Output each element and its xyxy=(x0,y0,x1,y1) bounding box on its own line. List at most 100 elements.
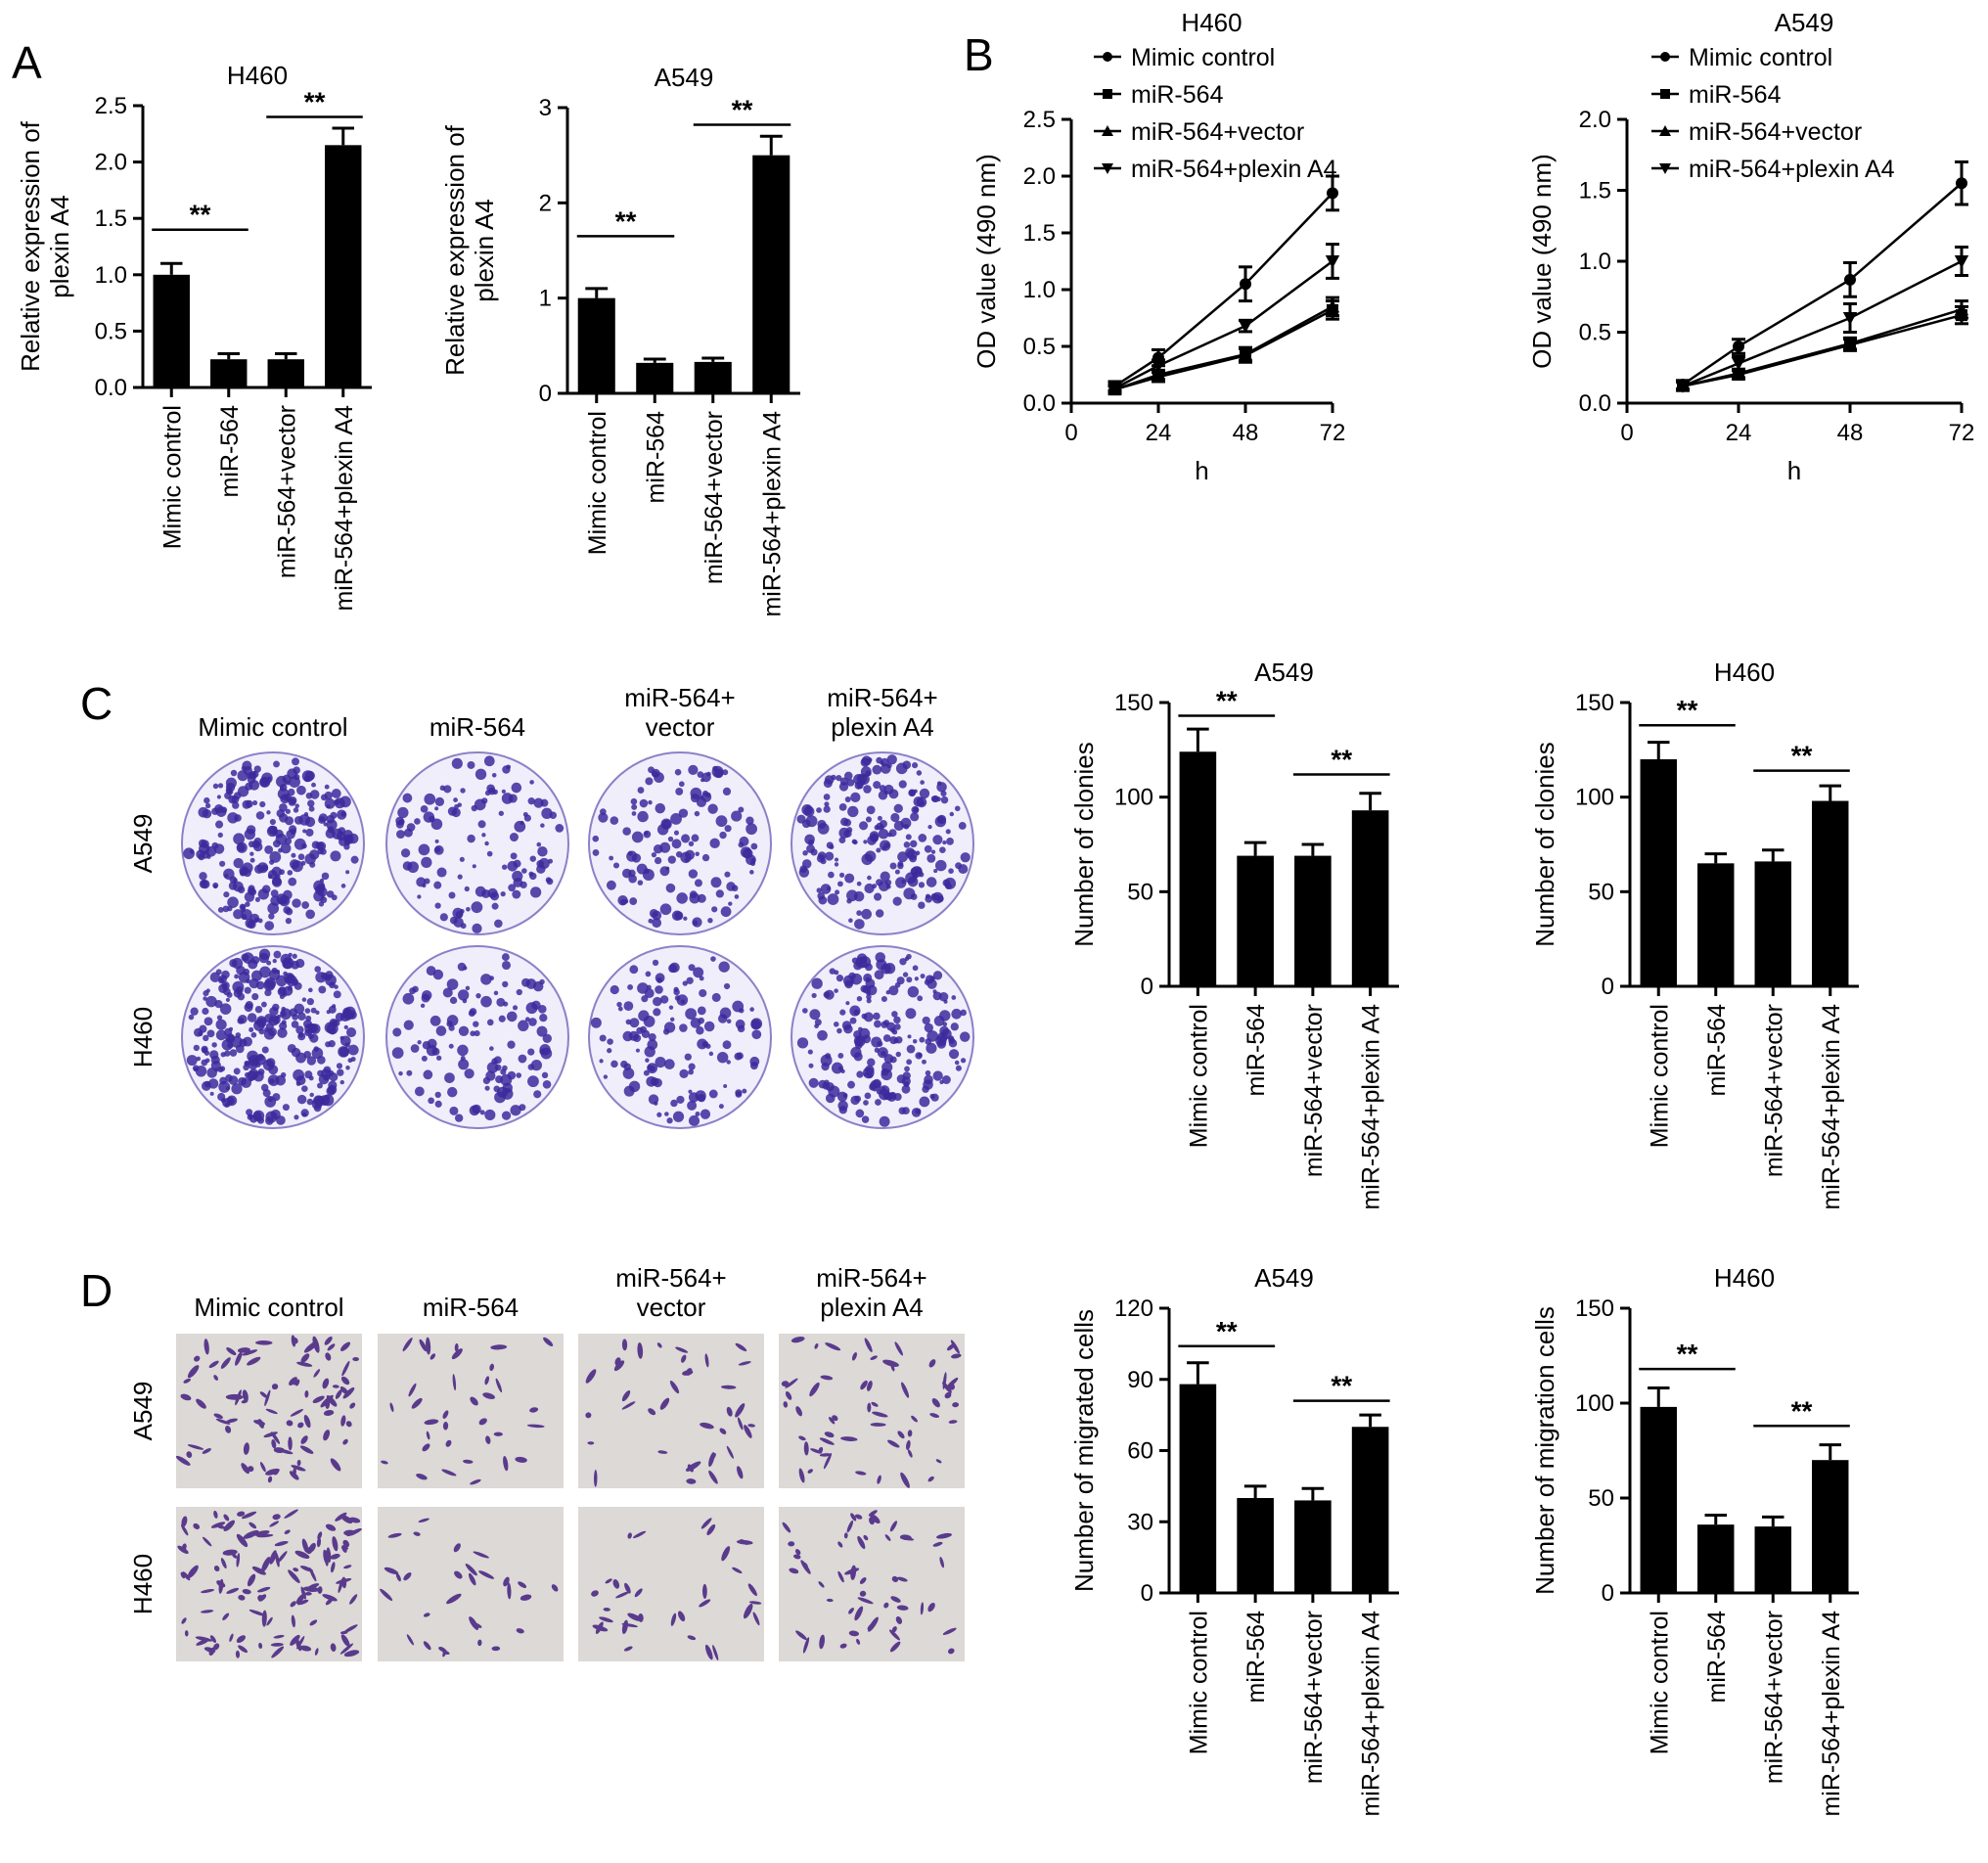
colony xyxy=(205,995,217,1008)
colony xyxy=(895,1051,901,1058)
migrated-cell xyxy=(887,1439,900,1448)
colony xyxy=(240,904,246,909)
colony xyxy=(918,882,926,888)
colony xyxy=(653,996,662,1007)
colony xyxy=(857,1026,863,1032)
colony xyxy=(720,906,732,918)
colony xyxy=(919,1036,926,1043)
colony xyxy=(472,864,476,869)
migrated-cell xyxy=(710,1453,716,1461)
colony xyxy=(851,839,857,844)
colony xyxy=(648,918,654,924)
legend-label: Mimic control xyxy=(1131,44,1275,71)
migrated-cell xyxy=(349,1402,356,1409)
migrated-cell xyxy=(726,1406,733,1417)
colony xyxy=(701,853,710,862)
y-tick-label: 150 xyxy=(1575,1295,1614,1322)
colony xyxy=(540,823,545,828)
colony xyxy=(421,993,430,1003)
migrated-cell xyxy=(677,1611,686,1622)
colony xyxy=(213,884,218,889)
colony xyxy=(273,950,282,959)
migrated-cell xyxy=(863,1534,869,1541)
colony xyxy=(837,1053,844,1059)
colony xyxy=(627,983,634,990)
migrated-cell xyxy=(263,1431,278,1438)
colony xyxy=(241,765,247,771)
migrated-cell xyxy=(889,1521,897,1532)
colony xyxy=(421,856,432,869)
colony xyxy=(267,902,280,915)
colony xyxy=(396,830,405,840)
colony-plate xyxy=(588,945,772,1129)
colony xyxy=(917,995,924,1002)
migrated-cell xyxy=(323,1409,335,1416)
colony xyxy=(313,1046,319,1052)
bar xyxy=(1294,855,1332,986)
migrated-cell xyxy=(871,1401,879,1407)
colony xyxy=(475,992,481,999)
colony xyxy=(723,1083,728,1088)
colony xyxy=(434,902,441,909)
migrated-cell xyxy=(478,1418,487,1426)
colony xyxy=(682,980,688,986)
colony xyxy=(523,814,531,822)
migrated-cell xyxy=(872,1411,888,1418)
migrated-cell xyxy=(850,1565,857,1580)
migrated-cell xyxy=(870,1355,878,1360)
migrated-cell xyxy=(266,1616,273,1626)
migrated-cell xyxy=(422,1443,430,1452)
migrated-cell xyxy=(202,1448,211,1454)
migrated-cell xyxy=(203,1536,212,1547)
migrated-cell xyxy=(299,1645,312,1652)
colony xyxy=(458,1059,470,1070)
colony xyxy=(464,886,470,892)
migrated-cell xyxy=(288,1436,293,1451)
significance-label: ** xyxy=(1791,741,1813,771)
colony xyxy=(911,805,920,814)
migration-field xyxy=(176,1507,362,1661)
colony xyxy=(225,997,231,1003)
migrated-cell xyxy=(897,1431,905,1439)
colony xyxy=(350,1056,356,1063)
colony xyxy=(859,780,866,786)
colony xyxy=(201,1059,208,1067)
colony xyxy=(201,1081,211,1091)
colony xyxy=(254,1020,259,1025)
colony xyxy=(245,799,253,808)
migrated-cell xyxy=(932,1541,943,1547)
colony xyxy=(507,1040,516,1049)
colony xyxy=(746,823,757,836)
chart-title: A549 xyxy=(1254,658,1314,687)
migrated-cell xyxy=(634,1588,643,1598)
colony xyxy=(942,841,947,845)
colony xyxy=(886,754,897,765)
colony xyxy=(542,1033,553,1044)
chart-title: H460 xyxy=(227,61,288,90)
colony xyxy=(446,1015,459,1026)
colony xyxy=(280,794,291,804)
migrated-cell xyxy=(585,1369,597,1384)
migrated-cell xyxy=(215,1418,231,1425)
migrated-cell xyxy=(438,1647,446,1653)
migrated-cell xyxy=(342,1438,348,1445)
colony xyxy=(217,906,224,913)
migrated-cell xyxy=(463,1459,474,1464)
migrated-cell xyxy=(737,1417,744,1431)
colony xyxy=(918,901,926,909)
colony xyxy=(203,1050,210,1056)
migrated-cell xyxy=(482,1392,495,1399)
migrated-cell xyxy=(883,1602,889,1609)
migrated-cell xyxy=(867,1622,875,1630)
migrated-cell xyxy=(818,1581,825,1588)
colony xyxy=(305,828,314,837)
colony xyxy=(889,1056,897,1064)
colony xyxy=(244,986,251,994)
colony xyxy=(267,1027,277,1037)
colony xyxy=(469,1008,477,1016)
migrated-cell xyxy=(929,1413,940,1418)
x-tick-label: miR-564+vector xyxy=(1760,1611,1787,1784)
bar xyxy=(153,274,190,387)
plate-dish xyxy=(385,945,569,1129)
migrated-cell xyxy=(304,1390,309,1398)
